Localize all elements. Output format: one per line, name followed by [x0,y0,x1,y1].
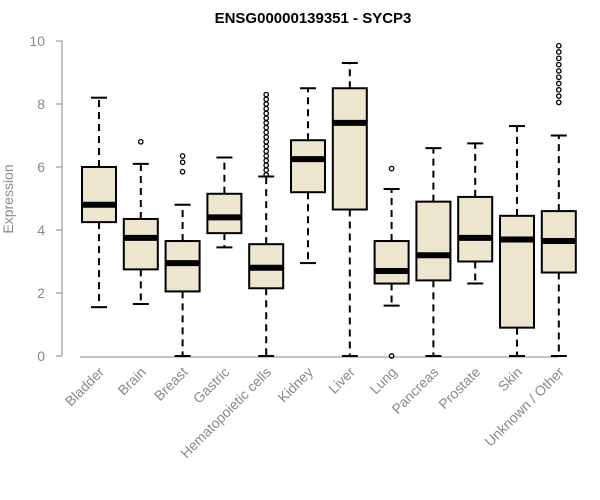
outlier-point [263,162,270,169]
outlier-point [263,129,270,136]
x-category-label: Skin [495,364,526,395]
box-6 [290,87,326,265]
x-category-label: Lung [366,364,399,397]
box-iqr [373,240,410,285]
box-4 [206,156,243,249]
outlier-point [263,134,270,140]
outlier-point [179,159,186,166]
outlier-point [263,124,270,131]
outlier-point [555,49,562,55]
outlier-point [137,138,144,145]
outlier-point [263,91,270,98]
outlier-point [179,153,186,159]
outlier-point [263,105,270,112]
outlier-point [388,353,395,359]
outlier-point [555,68,562,74]
outlier-point [263,120,270,126]
outlier-point [555,55,562,62]
outlier-point [263,153,270,159]
box-iqr [122,217,159,271]
outlier-point [555,61,562,68]
y-tick-label: 2 [37,285,45,301]
box-8 [373,165,410,359]
outlier-point [263,138,270,145]
outlier-point [555,93,562,99]
box-iqr [81,166,117,224]
outlier-point [555,74,562,81]
y-tick-label: 8 [37,96,45,112]
outlier-point [555,99,562,106]
box-iqr [457,195,494,263]
x-category-label: Breast [151,364,191,404]
x-category-label: Brain [114,364,148,398]
outlier-point [263,148,270,155]
box-1 [81,96,117,309]
outlier-point [263,110,270,117]
box-12 [540,42,577,357]
box-7 [331,62,368,357]
outlier-point [263,115,270,122]
box-iqr [331,87,368,211]
x-category-label: Bladder [62,364,108,410]
outlier-point [388,165,395,172]
y-tick-label: 6 [37,159,45,175]
outlier-point [179,168,186,175]
box-3 [164,153,201,357]
box-iqr [415,200,452,282]
x-category-label: Liver [325,364,358,397]
box-iqr [499,214,535,329]
box-2 [122,138,159,306]
outlier-point [263,101,270,107]
x-category-label: Unknown / Other [481,364,567,450]
y-tick-label: 4 [37,222,45,238]
box-11 [499,125,535,357]
box-iqr [290,139,326,194]
outlier-point [555,86,562,93]
x-category-label: Kidney [275,364,317,406]
outlier-point [263,143,270,150]
chart-title: ENSG00000139351 - SYCP3 [215,10,412,27]
y-tick-label: 10 [29,33,45,49]
box-5 [248,91,285,357]
outlier-point [555,80,562,87]
box-9 [415,147,452,357]
box-iqr [206,192,243,235]
box-10 [457,142,494,285]
x-category-label: Prostate [435,364,483,412]
outlier-point [263,96,270,103]
y-tick-label: 0 [37,348,45,364]
y-axis-label: Expression [0,164,16,233]
outlier-point [555,42,562,49]
outlier-point [263,167,270,173]
outlier-point [263,157,270,164]
box-iqr [164,240,201,293]
